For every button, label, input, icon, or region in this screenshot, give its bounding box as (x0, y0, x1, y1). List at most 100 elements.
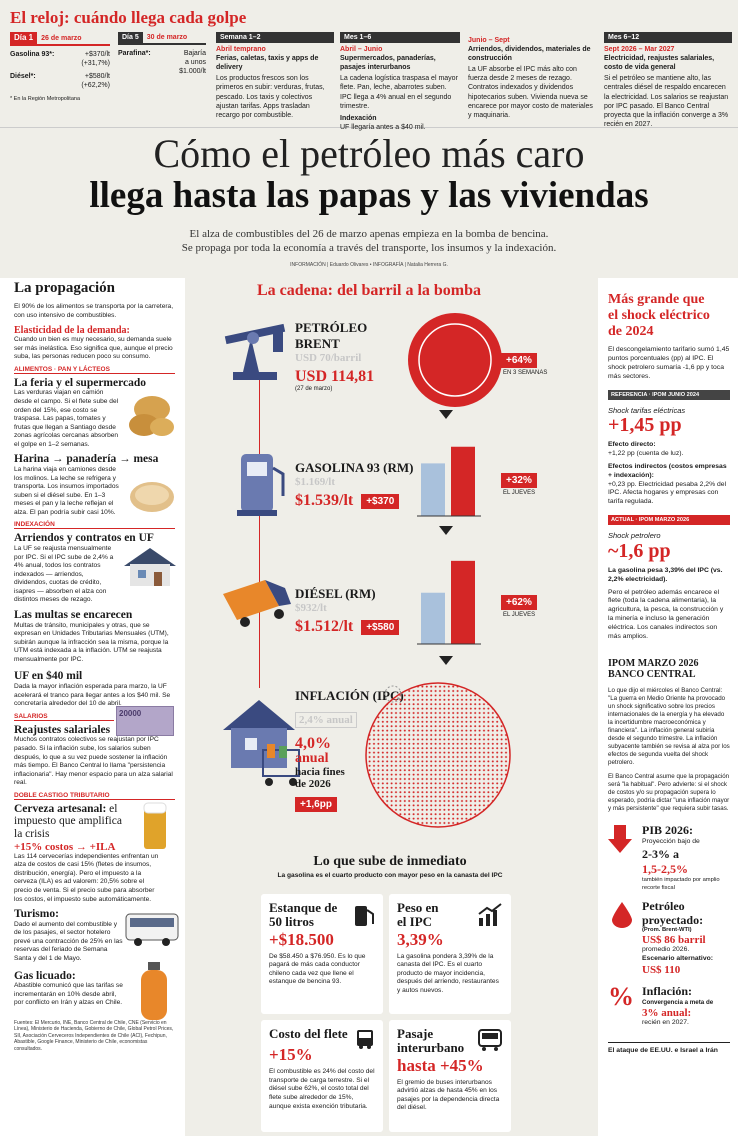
mes612-sub: Sept 2026 – Mar 2027 (604, 46, 675, 54)
dia1-diesel-pct: (+62,2%) (81, 81, 110, 89)
dia5-date: 30 de marzo (146, 34, 188, 41)
estanque-t2: 50 litros (269, 914, 314, 930)
percent-icon: % (608, 981, 634, 1011)
arrow-down-icon-2 (439, 526, 453, 535)
pib-value2: 1,5-2,5% (642, 862, 688, 877)
act-tag: ACTUAL · IPOM MARZO 2026 (608, 515, 730, 526)
pp-title1: Petróleo (642, 899, 685, 914)
timeline-title: El reloj: cuándo llega cada golpe (10, 8, 247, 27)
potato-icon (129, 395, 174, 436)
sem12-tag: Semana 1–2 (216, 32, 334, 44)
gas-body: Abastible comunicó que las tarifas se in… (14, 982, 123, 1007)
bottom-teaser: El ataque de EE.UU. e Israel a Irán prov… (608, 1041, 730, 1056)
ref-tag: REFERENCIA · IPOM JUNIO 2024 (608, 389, 730, 400)
turismo-body: Dado el aumento del combustible y de los… (14, 920, 123, 962)
headline-deck2: Se propaga por toda la economía a través… (181, 242, 557, 254)
junsep-body: La UF absorbe el IPC más alto con fuerza… (468, 66, 593, 119)
harina-title: Harina → panadería → mesa (14, 453, 159, 466)
gas-chart-bar-1 (451, 446, 475, 516)
uf-body: Dada la mayor inflación esperada para ma… (14, 683, 171, 708)
ed-body: +1,22 pp (cuenta de luz). (608, 450, 684, 458)
salarios-body: Muchos contratos colectivos se reajustan… (14, 736, 173, 787)
pasaje-body: El gremio de buses interurbanos advirtió… (397, 1078, 500, 1112)
ipc-circle-chart (365, 682, 511, 828)
arrow-down-red-icon (608, 825, 632, 854)
timeline-junsep: Junio – Sept Arriendos, dividendos, mate… (468, 32, 596, 120)
oil-note: EN 3 SEMANAS (503, 370, 548, 376)
dia1-tag: Día 1 (10, 32, 38, 45)
dia1-gas-val: +$370/lt (84, 51, 110, 59)
inmediato-subtitle: La gasolina es el cuarto producto con ma… (277, 872, 503, 879)
left-intro: El 90% de los alimentos se transporta po… (14, 303, 174, 319)
card-pasaje: Pasaje interurbano hasta +45% El gremio d… (389, 1020, 511, 1132)
cerveza-body: Las 114 cervecerías independientes enfre… (14, 852, 159, 903)
gas-chart-bar-0 (421, 463, 445, 516)
headline-line1: Cómo el petróleo más caro (153, 131, 585, 176)
pib-value1: 2-3% a (642, 847, 679, 862)
pasaje-value: hasta +45% (397, 1055, 484, 1075)
dia1-diesel-label: Diésel*: (10, 72, 36, 80)
chain-connector (259, 378, 260, 688)
ipc-name: INFLACIÓN (IPC) (295, 688, 404, 703)
inmediato-title: Lo que sube de inmediato (313, 854, 467, 869)
arriendos-body: La UF se reajusta mensualmente por IPC. … (14, 545, 114, 604)
right-title1: Más grande que (608, 292, 705, 307)
elast-title: Elasticidad de la demanda: (14, 325, 130, 337)
flete-title: Costo del flete (269, 1026, 348, 1041)
card-estanque: Estanque de 50 litros +$18.500 De $58.450… (261, 894, 383, 1014)
pasaje-t2: interurbano (397, 1040, 465, 1056)
timeline-dia1: Día 1 26 de marzo Gasolina 93*: +$370/lt (… (10, 32, 110, 103)
arrow-down-icon-3 (439, 656, 453, 665)
ipom-title1: IPOM MARZO 2026 (608, 657, 699, 669)
elec-value: +1,45 pp (608, 414, 682, 437)
gas-new: $1.539/lt (295, 492, 354, 509)
peso-t2: el IPC (397, 914, 433, 930)
dia5-tag: Día 5 (118, 32, 143, 44)
fuel-can-icon (355, 906, 374, 926)
mes16-idx-body: UF llegaría antes a $40 mil. (340, 123, 426, 131)
arrow-down-icon (439, 410, 453, 419)
dia1-gas-pct: (+31,7%) (81, 60, 110, 68)
inf-body: Convergencia a meta de (642, 998, 714, 1006)
ei-body: +0,23 pp. Electricidad pesaba 2,2% del I… (608, 480, 727, 506)
headline-block: Cómo el petróleo más caro llega hasta la… (0, 128, 738, 278)
junsep-title: Arriendos, dividendos, materiales de con… (468, 46, 591, 63)
gas-note: EL JUEVES (503, 490, 536, 496)
dia1-note: * En la Región Metropolitana (10, 95, 81, 102)
pib-title: PIB 2026: (642, 823, 693, 838)
oil-name2: BRENT (295, 336, 340, 351)
estanque-value: +$18.500 (269, 929, 334, 949)
elast-body: Cuando un bien es muy necesario, su dema… (14, 336, 173, 361)
ipc-new1: 4,0% (295, 735, 331, 752)
timeline-dia5: Día 5 30 de marzo Parafina*: Bajaría a unos… (118, 32, 206, 76)
gas-cylinder-icon (141, 961, 167, 1020)
elec-title: Shock tarifas eléctricas (608, 405, 686, 415)
cerveza-title: Cerveza artesanal: (14, 802, 107, 815)
feria-body: Las verduras viajan en camión desde el c… (14, 389, 119, 448)
pp-source: (Prom. Brent-WTI) (642, 926, 692, 933)
right-title2: el shock eléctrico (608, 308, 710, 324)
peso-t1: Peso en (397, 900, 439, 915)
diesel-bar-chart (417, 560, 481, 645)
fuentes: Fuentes: El Mercurio, INE, Banco Central… (14, 1019, 174, 1052)
pp-value: US$ 86 barril (642, 934, 706, 947)
bread-icon (130, 482, 174, 513)
pp-body: promedio 2026. (642, 946, 690, 954)
gas-title: Gas licuado: (14, 969, 76, 982)
pib-body2: también impactado por amplio recorte fis… (642, 877, 720, 891)
headline-line2: llega hasta las papas y las viviendas (89, 175, 649, 216)
diesel-new: $1.512/lt (295, 618, 354, 635)
ed-title: Efecto directo: (608, 441, 656, 449)
timeline-mes16: Mes 1–6 Abril – Junio Supermercados, pan… (340, 32, 460, 132)
dia1-diesel-val: +$580/lt (84, 72, 110, 80)
dia1-gas-label: Gasolina 93*: (10, 51, 55, 59)
ipc-delta: +1,6pp (295, 797, 337, 813)
sem12-title: Ferias, caletas, taxis y apps de deliver… (216, 55, 319, 72)
multas-body: Multas de tránsito, municipales y otras,… (14, 621, 169, 663)
oil-drop-icon (612, 902, 632, 929)
sem12-sub: Abril temprano (216, 46, 266, 54)
arriendos-title: Arriendos y contratos en UF (14, 532, 154, 545)
sec-alimentos: ALIMENTOS · PAN Y LÁCTEOS (14, 366, 175, 374)
gas-bar-chart (417, 446, 481, 517)
sem12-body: Los productos frescos son los primeros e… (216, 75, 325, 119)
